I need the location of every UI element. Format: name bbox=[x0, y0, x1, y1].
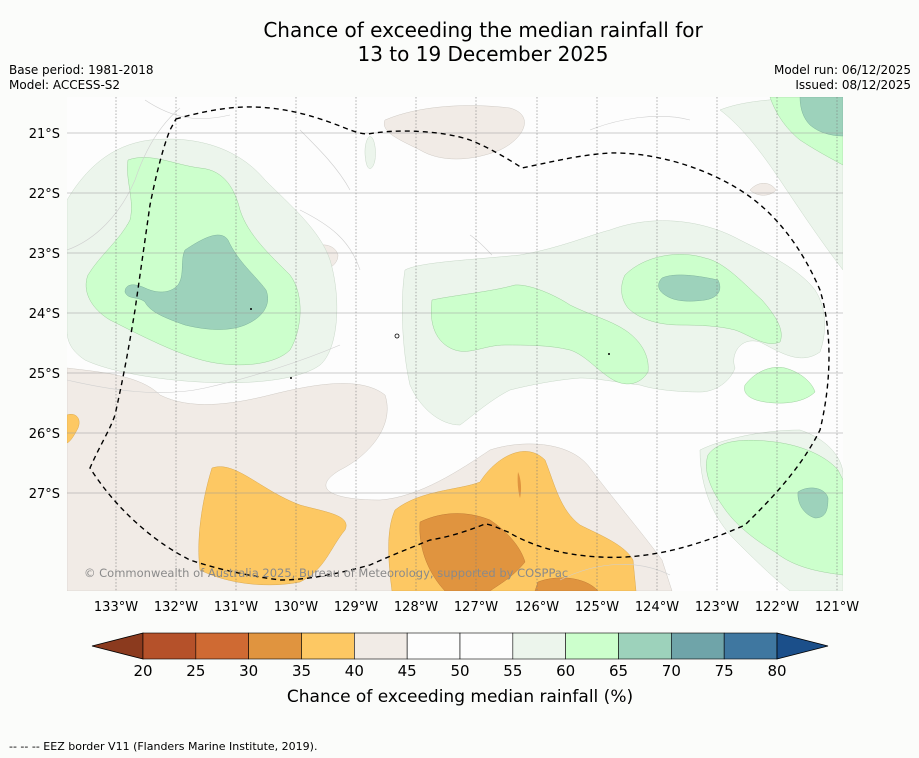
band-55-60-sliver bbox=[364, 136, 376, 169]
colorbar-tick-label: 20 bbox=[133, 662, 152, 680]
colorbar-tick-label: 55 bbox=[503, 662, 522, 680]
colorbar-tick-label: 70 bbox=[662, 662, 681, 680]
issued-date: Issued: 08/12/2025 bbox=[795, 78, 911, 92]
colorbar-cell bbox=[723, 632, 778, 660]
marker-dot-3 bbox=[250, 308, 252, 310]
colorbar: 20 25 30 35 40 45 50 55 60 65 70 75 80 Chance of exc… bbox=[91, 632, 829, 707]
lon-label: 127°W bbox=[454, 600, 498, 615]
band-30-35-south bbox=[534, 577, 599, 591]
colorbar-tick-label: 35 bbox=[292, 662, 311, 680]
band-60-65-southeast bbox=[744, 367, 816, 404]
meta-right: Model run: 06/12/2025 Issued: 08/12/2025 bbox=[774, 63, 911, 93]
lat-label: 22°S bbox=[29, 187, 60, 202]
lon-label: 122°W bbox=[755, 600, 799, 615]
band-65-70-east bbox=[658, 274, 721, 302]
colorbar-ticks: 20 25 30 35 40 45 50 55 60 65 70 75 80 bbox=[133, 662, 786, 680]
band-35-40-west bbox=[198, 466, 347, 586]
lat-label: 23°S bbox=[29, 247, 60, 262]
meta-left: Base period: 1981-2018 Model: ACCESS-S2 bbox=[9, 63, 154, 93]
colorbar-cell bbox=[406, 632, 461, 660]
lat-labels: 21°S 22°S 23°S 24°S 25°S 26°S 27°S bbox=[29, 127, 60, 502]
colorbar-cell bbox=[142, 632, 197, 660]
marker-dot-2 bbox=[608, 353, 610, 355]
band-65-70-northeast bbox=[799, 97, 843, 137]
colorbar-tick-label: 40 bbox=[345, 662, 364, 680]
band-30-35-central bbox=[419, 513, 526, 591]
band-35-40-edge bbox=[67, 414, 80, 444]
lon-labels: 133°W 132°W 131°W 130°W 129°W 128°W 127°… bbox=[94, 600, 859, 615]
copyright-text: © Commonwealth of Australia 2025, Bureau… bbox=[84, 566, 568, 580]
colorbar-high-arrow bbox=[776, 632, 829, 660]
colorbar-tick-label: 45 bbox=[398, 662, 417, 680]
colorbar-label: Chance of exceeding median rainfall (%) bbox=[287, 687, 633, 707]
lon-label: 124°W bbox=[635, 600, 679, 615]
band-40-45-east bbox=[749, 183, 777, 196]
band-60-65-central bbox=[430, 284, 649, 385]
marker-dot-4 bbox=[290, 377, 292, 379]
model-name: Model: ACCESS-S2 bbox=[9, 78, 121, 92]
graticule bbox=[67, 97, 843, 591]
colorbar-tick-label: 75 bbox=[715, 662, 734, 680]
colorbar-cell bbox=[195, 632, 249, 660]
lon-label: 125°W bbox=[575, 600, 619, 615]
colorbar-cell bbox=[301, 632, 355, 660]
eez-border bbox=[89, 106, 830, 581]
lat-label: 27°S bbox=[29, 487, 60, 502]
map-panel: © Commonwealth of Australia 2025, Bureau… bbox=[67, 97, 843, 591]
colorbar-tick-label: 60 bbox=[556, 662, 575, 680]
lon-label: 121°W bbox=[815, 600, 859, 615]
lat-label: 21°S bbox=[29, 127, 60, 142]
eez-legend-note: -- -- -- EEZ border V11 (Flanders Marine… bbox=[9, 740, 318, 753]
lat-label: 26°S bbox=[29, 427, 60, 442]
title-line-2: 13 to 19 December 2025 bbox=[357, 42, 609, 66]
colorbar-cell bbox=[512, 632, 566, 660]
lon-label: 130°W bbox=[274, 600, 318, 615]
map-title: Chance of exceeding the median rainfall … bbox=[0, 18, 919, 66]
colorbar-tick-label: 80 bbox=[767, 662, 786, 680]
colorbar-cell bbox=[248, 632, 302, 660]
band-65-70-southeast bbox=[797, 487, 829, 519]
colorbar-tick-label: 65 bbox=[609, 662, 628, 680]
model-run: Model run: 06/12/2025 bbox=[773, 63, 911, 77]
band-60-65-far-southeast bbox=[706, 440, 843, 576]
colorbar-tick-label: 30 bbox=[239, 662, 258, 680]
marker-dot-1 bbox=[394, 333, 400, 339]
base-period: Base period: 1981-2018 bbox=[9, 63, 154, 77]
lon-label: 131°W bbox=[214, 600, 258, 615]
lon-label: 126°W bbox=[515, 600, 559, 615]
lon-label: 128°W bbox=[394, 600, 438, 615]
colorbar-tick-label: 50 bbox=[450, 662, 469, 680]
colorbar-cell bbox=[354, 632, 408, 660]
colorbar-cells bbox=[142, 632, 778, 660]
colorbar-cell bbox=[671, 632, 725, 660]
lon-label: 123°W bbox=[695, 600, 739, 615]
band-65-70-west bbox=[124, 234, 268, 330]
colorbar-cell bbox=[565, 632, 619, 660]
colorbar-cell bbox=[618, 632, 672, 660]
colorbar-cell bbox=[459, 632, 514, 660]
lon-label: 129°W bbox=[334, 600, 378, 615]
lon-label: 133°W bbox=[94, 600, 138, 615]
title-line-1: Chance of exceeding the median rainfall … bbox=[263, 18, 703, 42]
lon-label: 132°W bbox=[154, 600, 198, 615]
lat-label: 24°S bbox=[29, 307, 60, 322]
colorbar-low-arrow bbox=[91, 632, 144, 660]
lat-label: 25°S bbox=[29, 367, 60, 382]
colorbar-tick-label: 25 bbox=[186, 662, 205, 680]
band-30-35-streak bbox=[517, 472, 522, 498]
band-40-45-north bbox=[384, 105, 525, 160]
